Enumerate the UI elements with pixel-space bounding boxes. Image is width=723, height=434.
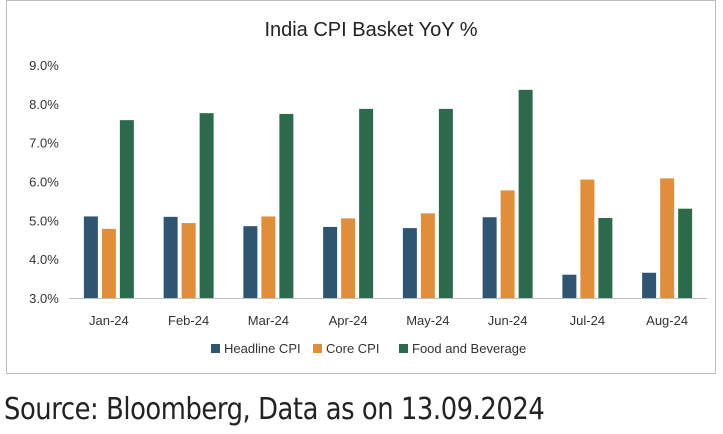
- bar-core-cpi-may-24: [420, 213, 435, 298]
- chart-title: India CPI Basket YoY %: [264, 19, 477, 41]
- bar-food-and-beverage-jun-24: [518, 89, 533, 298]
- x-tick-label: Apr-24: [329, 313, 368, 328]
- bar-food-and-beverage-mar-24: [279, 113, 294, 299]
- bar-food-and-beverage-jul-24: [598, 218, 613, 298]
- x-axis: Jan-24 Feb-24 Mar-24 Apr-24 May-24 Jun-24 Jul-…: [69, 298, 707, 328]
- bar-core-cpi-jun-24: [500, 190, 515, 298]
- legend-swatch-headline-cpi: [211, 344, 220, 353]
- bar-headline-cpi-jan-24: [83, 216, 98, 298]
- bar-food-and-beverage-jan-24: [119, 120, 134, 298]
- legend-label-core-cpi: Core CPI: [326, 341, 379, 356]
- bar-food-and-beverage-may-24: [438, 108, 453, 298]
- bar-core-cpi-aug-24: [660, 178, 675, 298]
- cpi-bar-chart: India CPI Basket YoY % 3.0% 4.0% 5.0% 6.0% 7…: [29, 19, 707, 356]
- bar-core-cpi-apr-24: [341, 218, 356, 298]
- x-tick-label: Jul-24: [570, 313, 605, 328]
- bar-core-cpi-mar-24: [261, 216, 276, 298]
- bar-core-cpi-feb-24: [181, 223, 196, 298]
- legend-label-headline-cpi: Headline CPI: [224, 341, 301, 356]
- legend-swatch-core-cpi: [313, 344, 322, 353]
- y-tick-label: 5.0%: [29, 213, 59, 228]
- y-axis: 3.0% 4.0% 5.0% 6.0% 7.0% 8.0% 9.0%: [29, 58, 59, 306]
- source-note: Source: Bloomberg, Data as on 13.09.2024: [4, 392, 545, 427]
- bar-headline-cpi-may-24: [402, 228, 417, 298]
- bar-headline-cpi-jun-24: [482, 217, 497, 298]
- bar-headline-cpi-feb-24: [163, 216, 178, 298]
- bar-core-cpi-jan-24: [101, 228, 116, 298]
- bar-food-and-beverage-apr-24: [359, 108, 374, 298]
- x-tick-label: Mar-24: [248, 313, 289, 328]
- y-tick-label: 4.0%: [29, 252, 59, 267]
- bar-headline-cpi-jul-24: [562, 274, 577, 298]
- chart-frame: India CPI Basket YoY % 3.0% 4.0% 5.0% 6.0% 7…: [6, 0, 716, 374]
- x-tick-label: Jun-24: [488, 313, 528, 328]
- x-tick-label: May-24: [406, 313, 449, 328]
- bar-headline-cpi-aug-24: [642, 272, 657, 298]
- bar-headline-cpi-mar-24: [243, 226, 258, 298]
- legend: Headline CPI Core CPI Food and Beverage: [211, 341, 526, 356]
- y-tick-label: 7.0%: [29, 136, 59, 151]
- bar-food-and-beverage-feb-24: [199, 113, 214, 298]
- y-tick-label: 9.0%: [29, 58, 59, 73]
- bars: [83, 89, 693, 299]
- legend-swatch-food-and-beverage: [399, 344, 408, 353]
- x-tick-label: Feb-24: [168, 313, 209, 328]
- bar-headline-cpi-apr-24: [323, 226, 338, 298]
- legend-label-food-and-beverage: Food and Beverage: [412, 341, 526, 356]
- x-tick-label: Jan-24: [89, 313, 129, 328]
- x-tick-label: Aug-24: [646, 313, 688, 328]
- bar-food-and-beverage-aug-24: [678, 208, 693, 298]
- y-tick-label: 8.0%: [29, 97, 59, 112]
- bar-core-cpi-jul-24: [580, 179, 595, 298]
- y-tick-label: 6.0%: [29, 175, 59, 190]
- y-tick-label: 3.0%: [29, 291, 59, 306]
